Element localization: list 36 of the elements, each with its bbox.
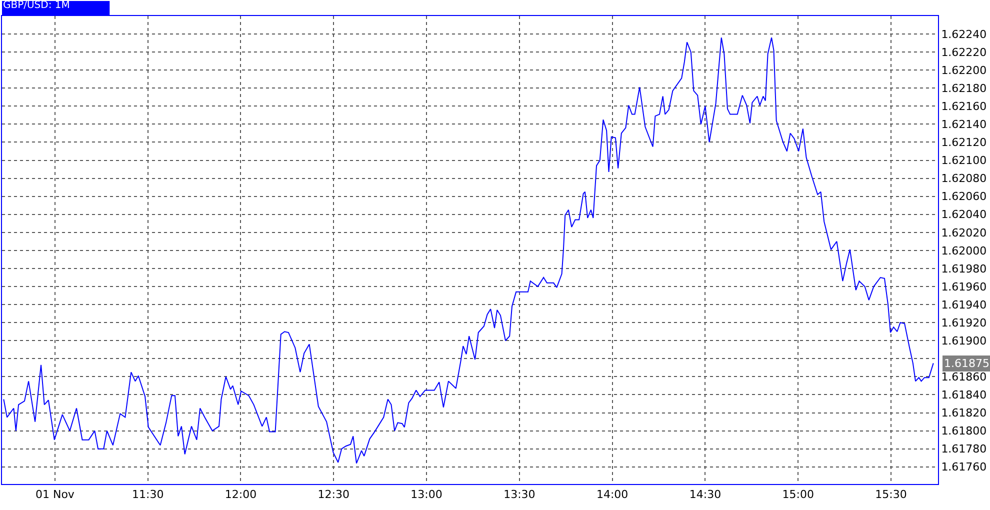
y-tick-label: 1.62180 bbox=[941, 82, 987, 95]
y-tick-label: 1.62140 bbox=[941, 118, 987, 132]
y-tick-label: 1.62080 bbox=[941, 172, 987, 186]
x-tick-label: 12:00 bbox=[224, 488, 257, 502]
y-tick-label: 1.62000 bbox=[941, 244, 987, 258]
x-tick-label: 11:30 bbox=[132, 488, 164, 502]
x-tick-label: 15:30 bbox=[875, 488, 907, 502]
chart-title: GBP/USD: 1M bbox=[2, 0, 70, 12]
y-tick-label: 1.62120 bbox=[941, 136, 987, 150]
x-tick-label: 12:30 bbox=[318, 488, 350, 502]
y-tick-label: 1.61920 bbox=[941, 316, 987, 330]
y-tick-label: 1.61960 bbox=[941, 280, 987, 294]
y-tick-label: 1.61980 bbox=[941, 262, 987, 276]
y-tick-label: 1.62220 bbox=[941, 46, 987, 59]
x-tick-label: 13:00 bbox=[410, 488, 442, 502]
y-tick-label: 1.62200 bbox=[941, 64, 987, 77]
y-tick-label: 1.62160 bbox=[941, 100, 987, 114]
y-tick-label: 1.62240 bbox=[941, 28, 987, 41]
y-tick-label: 1.62040 bbox=[941, 208, 987, 222]
x-tick-label: 13:30 bbox=[504, 488, 536, 502]
x-tick-label: 01 Nov bbox=[35, 488, 75, 502]
y-tick-label: 1.61840 bbox=[941, 388, 987, 402]
y-tick-label: 1.61900 bbox=[941, 334, 987, 348]
y-tick-label: 1.61760 bbox=[941, 460, 987, 474]
y-tick-label: 1.61860 bbox=[941, 370, 987, 384]
x-tick-label: 14:00 bbox=[596, 488, 628, 502]
text: 1.61875 bbox=[944, 357, 990, 370]
y-tick-label: 1.62060 bbox=[941, 190, 987, 204]
y-tick-label: 1.61800 bbox=[941, 424, 987, 438]
y-tick-label: 1.61940 bbox=[941, 298, 987, 312]
y-tick-label: 1.61820 bbox=[941, 406, 987, 420]
y-tick-label: 1.61780 bbox=[941, 442, 987, 456]
y-tick-label: 1.62020 bbox=[941, 226, 987, 240]
y-tick-label: 1.62100 bbox=[941, 154, 987, 168]
x-tick-label: 14:30 bbox=[689, 488, 722, 502]
x-tick-label: 15:00 bbox=[782, 488, 814, 502]
